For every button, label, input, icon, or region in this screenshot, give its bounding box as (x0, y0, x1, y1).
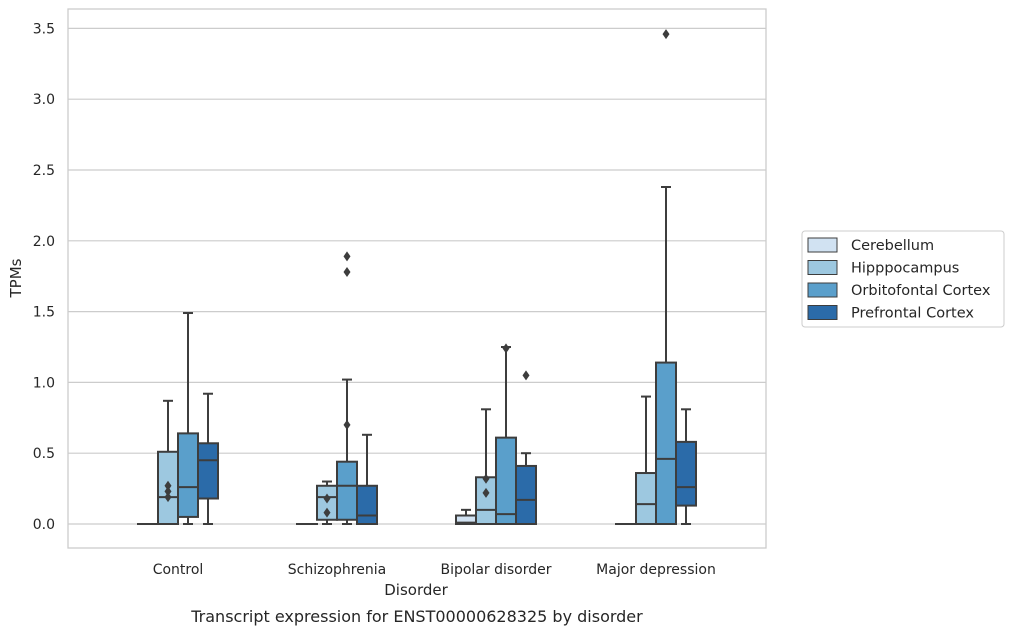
box-body (177, 432, 199, 518)
box-plot (177, 312, 199, 525)
legend-label: Hipppocampus (851, 261, 959, 277)
box-body (495, 436, 517, 525)
box-body (336, 460, 358, 521)
legend-frame (801, 230, 1005, 328)
outlier-point (662, 29, 670, 40)
outlier-point (164, 480, 172, 491)
box-series (137, 29, 697, 526)
y-tick-label: 1.5 (33, 305, 55, 321)
outlier-point (482, 473, 490, 484)
y-tick-label: 3.0 (33, 92, 55, 108)
outlier-point (323, 507, 331, 518)
box-plot (515, 370, 537, 525)
x-tick-label: Control (153, 562, 204, 578)
outlier-point (522, 370, 530, 381)
box-plot (197, 392, 219, 525)
legend-label: Cerebellum (851, 238, 934, 254)
box-plot (316, 480, 338, 525)
legend-swatch (807, 260, 838, 275)
box-plot (336, 251, 358, 525)
x-axis-ticks: Control Schizophrenia Bipolar disorder Majo… (153, 562, 716, 578)
y-tick-label: 2.0 (33, 234, 55, 250)
box-body (356, 484, 378, 526)
box-plot (475, 408, 497, 526)
outlier-point (343, 266, 351, 277)
outlier-point (164, 492, 172, 503)
box-body (515, 464, 537, 525)
box-body (197, 442, 219, 500)
box-plot (356, 433, 378, 526)
box-plot (675, 408, 697, 525)
x-axis-title: Disorder (384, 581, 448, 599)
y-tick-label: 3.5 (33, 21, 55, 37)
legend: Cerebellum Hipppocampus Orbitofontal Corte… (801, 230, 1005, 328)
outlier-point (482, 487, 490, 498)
box-body (635, 472, 657, 525)
outlier-point (323, 493, 331, 504)
outlier-point (502, 343, 510, 354)
box-plot (635, 395, 657, 525)
y-tick-label: 0.0 (33, 517, 55, 533)
y-axis-title: TPMs (7, 258, 25, 298)
y-tick-label: 2.5 (33, 163, 55, 179)
legend-label: Orbitofontal Cortex (851, 283, 991, 299)
x-tick-label: Major depression (596, 562, 716, 578)
plot-frame (67, 8, 767, 549)
legend-swatch (807, 282, 838, 298)
box-plot (157, 399, 179, 525)
box-body (475, 476, 497, 526)
box-body (675, 440, 697, 507)
legend-swatch (807, 237, 838, 253)
y-tick-label: 1.0 (33, 375, 55, 391)
outlier-point (343, 419, 351, 430)
y-tick-label: 0.5 (33, 446, 55, 462)
x-tick-label: Schizophrenia (288, 562, 386, 578)
outlier-point (164, 486, 172, 497)
outlier-point (343, 251, 351, 262)
y-axis-ticks: 0.0 0.5 1.0 1.5 2.0 2.5 3.0 3.5 (33, 21, 55, 533)
legend-swatch (807, 305, 838, 320)
x-tick-label: Bipolar disorder (440, 562, 551, 578)
chart-caption: Transcript expression for ENST0000062832… (190, 607, 643, 626)
box-body (655, 361, 677, 525)
legend-label: Prefrontal Cortex (851, 306, 974, 322)
